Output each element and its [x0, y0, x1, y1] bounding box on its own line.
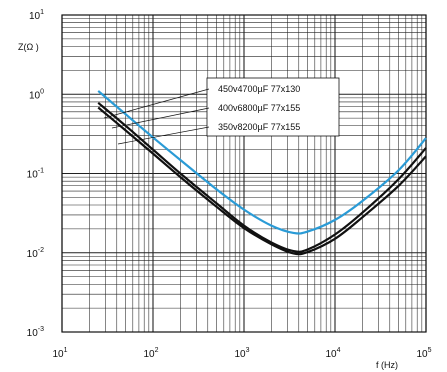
- x-tick-label: 102: [143, 347, 158, 360]
- x-tick-label: 104: [325, 347, 340, 360]
- x-tick-label: 103: [234, 347, 249, 360]
- legend-leader-line: [111, 107, 210, 129]
- legend: 450v4700µF 77x130 400v6800µF 77x155 350v82…: [103, 77, 340, 145]
- tick-labels: 101 102 103 104 105 101 100 10-1 10-2 10-3: [27, 9, 432, 360]
- series-line: [97, 101, 427, 253]
- legend-entry: 400v6800µF 77x155: [218, 103, 300, 113]
- y-axis-label: Z(Ω ): [18, 42, 39, 52]
- y-tick-label: 100: [29, 88, 44, 101]
- plot-frame: [61, 14, 427, 333]
- legend-entry: 450v4700µF 77x130: [218, 84, 300, 94]
- x-tick-label: 101: [52, 347, 67, 360]
- series-line: [97, 106, 427, 256]
- x-tick-label: 105: [416, 347, 431, 360]
- legend-leader-line: [117, 126, 210, 145]
- legend-entry: 350v8200µF 77x155: [218, 122, 300, 132]
- legend-leader-line: [103, 88, 210, 119]
- chart-grid: [61, 14, 427, 333]
- legend-box: [206, 77, 340, 137]
- y-tick-label: 101: [29, 9, 44, 22]
- y-tick-label: 10-2: [27, 247, 44, 260]
- x-axis-label: f (Hz): [376, 360, 398, 370]
- y-tick-label: 10-3: [27, 326, 44, 339]
- y-tick-label: 10-1: [27, 168, 44, 181]
